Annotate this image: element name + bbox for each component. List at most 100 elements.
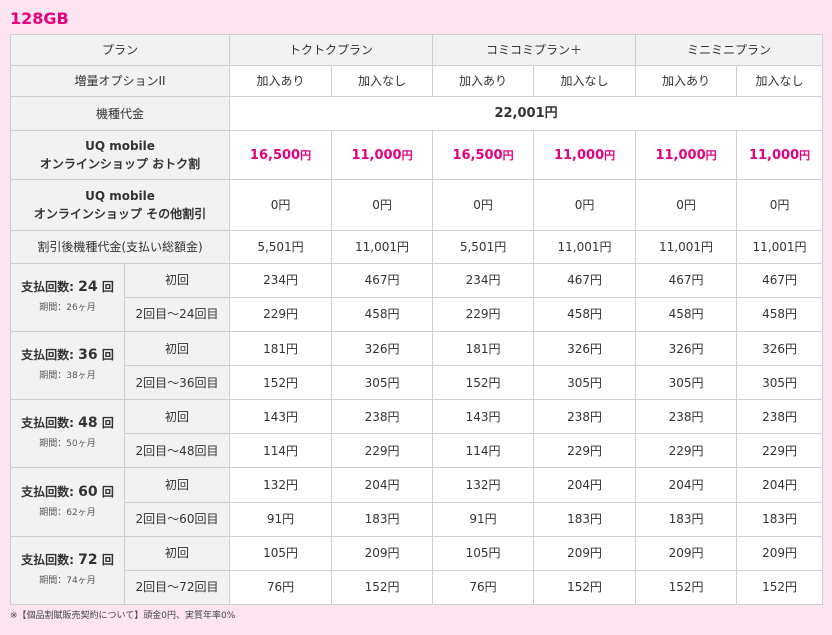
installment-period: 期間：74ヶ月 [39, 575, 96, 586]
installment-period: 期間：50ヶ月 [39, 439, 96, 450]
otoku-amount: 16,500 [452, 147, 503, 163]
first-payment-value: 467円 [635, 262, 738, 298]
option-yes: 加入あり [635, 65, 738, 98]
rest-payment-value: 229円 [432, 296, 535, 332]
first-payment-value: 105円 [432, 535, 535, 571]
count-suffix: 回 [101, 552, 114, 567]
other-discount-value: 0円 [331, 179, 434, 231]
footnote: ※【個品割賦販売契約について】頭金0円、実質年率0% [10, 611, 236, 621]
rest-payment-value: 458円 [533, 296, 637, 332]
option-label: 増量オプションII [9, 65, 231, 98]
otoku-value: 11,000円 [533, 130, 637, 181]
installment-count-label: 支払回数: 72 回期間：74ヶ月 [10, 535, 125, 606]
rest-payment-value: 76円 [432, 569, 535, 606]
installment-count: 支払回数: 60 回 [11, 483, 124, 501]
first-payment-value: 181円 [432, 330, 535, 367]
otoku-value: 16,500円 [229, 130, 333, 181]
first-payment-value: 209円 [736, 535, 824, 571]
first-payment-value: 143円 [432, 399, 535, 435]
plan-label: プラン [9, 33, 231, 67]
count-prefix: 支払回数: [21, 484, 74, 499]
other-label-line2: オンラインショップ その他割引 [33, 207, 207, 222]
other-discount-label: UQ mobile オンラインショップ その他割引 [9, 179, 231, 231]
rest-payment-value: 458円 [331, 296, 434, 332]
otoku-amount: 11,000 [748, 147, 800, 163]
installment-rest-row: 2回目〜36回目 152円 305円 152円 305円 305円 305円 [11, 365, 824, 401]
otoku-label-line2: オンラインショップ おトク割 [39, 157, 201, 172]
first-payment-value: 105円 [229, 535, 333, 571]
count-prefix: 支払回数: [21, 279, 74, 294]
installment-rest-row: 2回目〜72回目 76円 152円 76円 152円 152円 152円 [11, 569, 824, 606]
rest-payment-value: 183円 [331, 501, 434, 537]
after-discount-value: 5,501円 [432, 229, 535, 264]
rest-payment-value: 152円 [331, 569, 434, 606]
yen-unit: 円 [300, 148, 312, 162]
rest-payment-value: 152円 [635, 569, 738, 606]
count-prefix: 支払回数: [21, 552, 74, 567]
first-payment-label: 初回 [123, 330, 231, 367]
other-label-line1: UQ mobile [85, 189, 155, 204]
installment-period: 期間：26ヶ月 [39, 302, 96, 313]
installment-first-row: 支払回数: 24 回期間：26ヶ月 初回 234円 467円 234円 467円 467円 4… [10, 262, 824, 332]
first-payment-value: 209円 [533, 535, 637, 571]
installment-count: 支払回数: 48 回 [11, 414, 124, 432]
rest-payment-label: 2回目〜36回目 [123, 365, 231, 401]
first-payment-value: 209円 [635, 535, 738, 571]
otoku-value: 11,000円 [635, 130, 738, 181]
rest-payment-value: 152円 [229, 365, 333, 401]
installment-count-label: 支払回数: 24 回期間：26ヶ月 [10, 262, 125, 332]
after-discount-value: 5,501円 [229, 229, 333, 264]
first-payment-value: 209円 [331, 535, 434, 571]
rest-payment-value: 305円 [533, 365, 637, 401]
rest-payment-value: 229円 [229, 296, 333, 332]
first-payment-value: 204円 [331, 467, 434, 503]
installment-count: 支払回数: 36 回 [11, 346, 124, 364]
installment-count: 支払回数: 72 回 [11, 551, 124, 569]
first-payment-value: 132円 [229, 467, 333, 503]
otoku-discount-row: UQ mobile オンラインショップ おトク割 16,500円 11,000円… [9, 130, 824, 181]
option-no: 加入なし [736, 65, 824, 98]
otoku-amount: 11,000 [655, 147, 706, 163]
page-title: 128GB [10, 9, 69, 28]
first-payment-label: 初回 [123, 467, 231, 503]
otoku-amount: 11,000 [351, 147, 402, 163]
rest-payment-value: 458円 [635, 296, 738, 332]
count-suffix: 回 [101, 484, 114, 499]
installment-period: 期間：38ヶ月 [39, 371, 96, 382]
installment-rest-row: 2回目〜60回目 91円 183円 91円 183円 183円 183円 [11, 501, 824, 537]
first-payment-label: 初回 [123, 399, 231, 435]
rest-payment-value: 183円 [635, 501, 738, 537]
first-payment-value: 238円 [635, 399, 738, 435]
first-payment-value: 132円 [432, 467, 535, 503]
first-payment-value: 326円 [736, 330, 824, 367]
other-discount-value: 0円 [635, 179, 738, 231]
count-suffix: 回 [101, 279, 114, 294]
installment-rest-row: 2回目〜48回目 114円 229円 114円 229円 229円 229円 [11, 433, 824, 469]
first-payment-value: 204円 [736, 467, 824, 503]
rest-payment-value: 458円 [736, 296, 824, 332]
rest-payment-value: 183円 [736, 501, 824, 537]
other-discount-value: 0円 [736, 179, 824, 231]
first-payment-label: 初回 [123, 535, 231, 571]
otoku-label-line1: UQ mobile [85, 139, 155, 154]
rest-payment-label: 2回目〜24回目 [123, 296, 231, 332]
otoku-discount-label: UQ mobile オンラインショップ おトク割 [9, 130, 231, 181]
rest-payment-value: 114円 [229, 433, 333, 469]
count-number: 60 [78, 483, 98, 500]
installment-count-label: 支払回数: 48 回期間：50ヶ月 [10, 399, 125, 469]
installment-period: 期間：62ヶ月 [39, 507, 96, 518]
first-payment-value: 238円 [331, 399, 434, 435]
count-number: 48 [78, 415, 98, 432]
installment-first-row: 支払回数: 72 回期間：74ヶ月 初回 105円 209円 105円 209円 209円 2… [10, 535, 824, 606]
rest-payment-value: 229円 [533, 433, 637, 469]
count-prefix: 支払回数: [21, 348, 74, 363]
installment-rest-row: 2回目〜24回目 229円 458円 229円 458円 458円 458円 [11, 296, 824, 332]
rest-payment-value: 76円 [229, 569, 333, 606]
rest-payment-value: 305円 [736, 365, 824, 401]
device-price-value: 22,001円 [229, 96, 824, 132]
after-discount-value: 11,001円 [533, 229, 637, 264]
count-number: 24 [78, 278, 98, 295]
yen-unit: 円 [799, 148, 811, 162]
plan-name-tokutoku: トクトクプラン [229, 33, 434, 67]
rest-payment-label: 2回目〜72回目 [123, 569, 231, 606]
